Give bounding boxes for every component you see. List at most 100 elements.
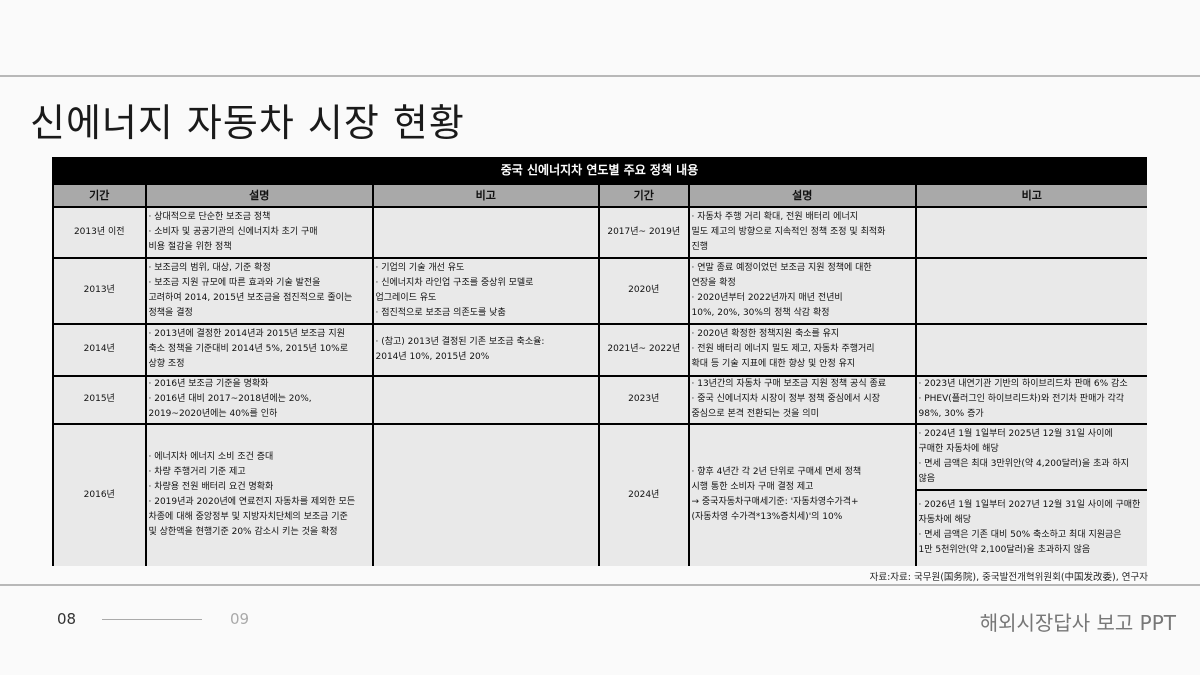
- cell-text-line: 고려하여 2014, 2015년 보조금을 점진적으로 줄이는: [148, 292, 353, 303]
- column-header: 비고: [373, 184, 598, 206]
- page-number-current: 08: [57, 610, 77, 628]
- period-cell: 2013년 이전: [53, 207, 145, 257]
- cell-text-line: · (참고) 2013년 결정된 기존 보조금 축소율:: [375, 336, 545, 347]
- period-cell: 2020년: [599, 258, 688, 323]
- note-cell: [373, 207, 598, 257]
- cell-text-line: · 2024년 1월 1일부터 2025년 12월 31일 사이에: [918, 428, 1113, 439]
- footer-brand: 해외시장답사 보고 PPT: [979, 611, 1176, 635]
- cell-text-line: 2014년 10%, 2015년 20%: [375, 351, 490, 362]
- page-title: 신에너지 자동차 시장 현황: [30, 101, 465, 145]
- cell-text-line: 비용 절감을 위한 정책: [148, 241, 232, 252]
- note-cell: [373, 424, 598, 566]
- cell-text-line: → 중국자동차구매세기준: '자동차영수가격+: [691, 497, 859, 508]
- cell-text-line: 기간: [633, 188, 654, 202]
- cell-text-line: · 소비자 및 공공기관의 신에너지차 초기 구매: [148, 226, 318, 237]
- cell-text-line: 연장을 확정: [691, 277, 736, 288]
- cell-text-line: 2020년: [628, 285, 660, 296]
- cell-text-line: 1만 5천위안(약 2,100달러)을 초과하지 않음: [918, 545, 1091, 556]
- period-cell: 2014년: [53, 324, 145, 375]
- column-header: 기간: [599, 184, 688, 206]
- note-cell: [373, 376, 598, 423]
- column-header: 설명: [689, 184, 915, 206]
- cell-text-line: 차종에 대해 중앙정부 및 지방자치단체의 보조금 기준: [148, 512, 348, 523]
- bottom-divider: [0, 584, 1200, 586]
- cell-text-line: · 2020년부터 2022년까지 매년 전년비: [691, 292, 843, 303]
- cell-text-line: · 2023년 내연기관 기반의 하이브리드차 판매 6% 감소: [918, 379, 1128, 390]
- cell-text-line: · 전원 배터리 에너지 밀도 제고, 자동차 주행거리: [691, 344, 875, 355]
- cell-text-line: 시행 통한 소비자 구매 결정 제고: [691, 482, 814, 493]
- cell-text-line: 자동차에 해당: [918, 515, 972, 526]
- description-cell: · 2020년 확정한 정책지원 축소를 유지 · 전원 배터리 에너지 밀도 제…: [689, 324, 915, 375]
- description-cell: · 상대적으로 단순한 보조금 정책 · 소비자 및 공공기관의 신에너지차 초기…: [146, 207, 372, 257]
- table-caption: 중국 신에너지차 연도별 주요 정책 내용: [500, 163, 699, 177]
- cell-text-line: 10%, 20%, 30%의 정책 삭감 확정: [691, 307, 830, 318]
- period-cell: 2013년: [53, 258, 145, 323]
- cell-text-line: 축소 정책을 기준대비 2014년 5%, 2015년 10%로: [148, 344, 348, 355]
- cell-text-line: · 면세 금액은 최대 3만위안(약 4,200달러)을 초과 하지: [918, 458, 1129, 469]
- cell-text-line: · 2016년 대비 2017~2018년에는 20%,: [148, 394, 312, 405]
- cell-text-line: 2023년: [628, 394, 660, 405]
- page-separator: [102, 619, 202, 620]
- cell-text-line: · 면세 금액은 기존 대비 50% 축소하고 최대 지원금은: [918, 530, 1122, 541]
- cell-text-line: 2021년~ 2022년: [607, 344, 681, 355]
- page-number-next: 09: [230, 610, 250, 628]
- cell-text-line: · 2013년에 결정한 2014년과 2015년 보조금 지원: [148, 329, 345, 340]
- cell-text-line: 밀도 제고의 방향으로 지속적인 정책 조정 및 최적화: [691, 226, 886, 237]
- description-cell: · 2016년 보조금 기준을 명확화 · 2016년 대비 2017~2018년…: [146, 376, 372, 423]
- description-cell: · 보조금의 범위, 대상, 기준 확정 · 보조금 지원 규모에 따른 효과와 …: [146, 258, 372, 323]
- cell-text-line: 설명: [249, 188, 270, 202]
- cell-text-line: · 기업의 기술 개선 유도: [375, 262, 465, 273]
- column-header: 비고: [916, 184, 1147, 206]
- cell-text-line: · 2019년과 2020년에 연료전지 자동차를 제외한 모든: [148, 497, 356, 508]
- cell-text-line: 및 상한액을 현행기준 20% 감소시 키는 것을 확정: [148, 527, 338, 538]
- cell-text-line: · 차량용 전원 배터리 요건 명확화: [148, 482, 274, 493]
- note-cell: · (참고) 2013년 결정된 기존 보조금 축소율: 2014년 10%, 2…: [373, 324, 598, 375]
- cell-text-line: · PHEV(플러그인 하이브리드차)와 전기차 판매가 각각: [918, 394, 1125, 405]
- cell-text-line: 상향 조정: [148, 359, 185, 370]
- cell-text-line: · 2016년 보조금 기준을 명확화: [148, 379, 269, 390]
- cell-text-line: 비고: [1021, 188, 1042, 202]
- cell-text-line: 2013년: [83, 285, 115, 296]
- cell-text-line: 2016년: [83, 489, 115, 500]
- cell-text-line: 2017년~ 2019년: [607, 226, 681, 237]
- cell-text-line: 기간: [89, 188, 110, 202]
- cell-text-line: 구매한 자동차에 해당: [918, 443, 999, 454]
- cell-text-line: 2015년: [83, 394, 115, 405]
- cell-text-line: 진행: [691, 241, 709, 252]
- cell-text-line: 2019~2020년에는 40%를 인하: [148, 409, 278, 420]
- cell-text-line: · 신에너지차 라인업 구조를 중상위 모델로: [375, 277, 534, 288]
- cell-text-line: · 자동차 주행 거리 확대, 전원 배터리 에너지: [691, 211, 859, 222]
- period-cell: 2017년~ 2019년: [599, 207, 688, 257]
- cell-text-line: 2013년 이전: [73, 226, 125, 237]
- cell-text-line: · 보조금의 범위, 대상, 기준 확정: [148, 262, 271, 273]
- top-divider: [0, 75, 1200, 77]
- description-cell: · 13년간의 자동차 구매 보조금 지원 정책 공식 종료 · 중국 신에너지차…: [689, 376, 915, 423]
- cell-text-line: 2014년: [83, 344, 115, 355]
- cell-text-line: · 차량 주행거리 기준 제고: [148, 467, 246, 478]
- cell-text-line: · 2026년 1월 1일부터 2027년 12월 31일 사이에 구매한: [918, 500, 1141, 511]
- cell-text-line: 설명: [792, 188, 813, 202]
- cell-text-line: 98%, 30% 증가: [918, 409, 984, 420]
- note-cell: [916, 207, 1147, 257]
- period-cell: 2023년: [599, 376, 688, 423]
- cell-text-line: · 점진적으로 보조금 의존도를 낮춤: [375, 307, 506, 318]
- cell-text-line: 않음: [918, 473, 936, 484]
- cell-text-line: 확대 등 기술 지표에 대한 향상 및 안정 유지: [691, 359, 856, 370]
- cell-text-line: 비고: [475, 188, 496, 202]
- cell-text-line: · 향후 4년간 각 2년 단위로 구매세 면세 정책: [691, 467, 862, 478]
- policy-table: 중국 신에너지차 연도별 주요 정책 내용 기간 설명 비고 기간 설명 비고 2013년 …: [52, 157, 1147, 566]
- note-cell: [916, 258, 1147, 323]
- cell-text-line: · 중국 신에너지차 시장이 정부 정책 중심에서 시장: [691, 394, 881, 405]
- cell-text-line: · 연말 종료 예정이었던 보조금 지원 정책에 대한: [691, 262, 872, 273]
- cell-text-line: 중심으로 본격 전환되는 것을 의미: [691, 409, 819, 420]
- note-cell: [916, 324, 1147, 375]
- cell-text-line: 2024년: [628, 489, 660, 500]
- cell-text-line: · 에너지차 에너지 소비 조건 증대: [148, 452, 274, 463]
- period-cell: 2015년: [53, 376, 145, 423]
